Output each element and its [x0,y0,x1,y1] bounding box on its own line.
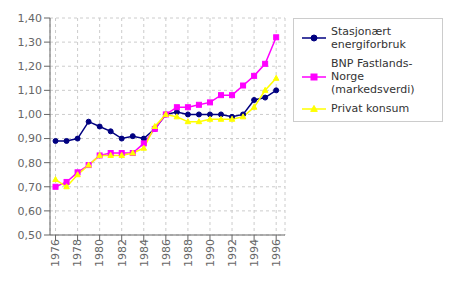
html-text:BNP Fastlands-Norge: BNP Fastlands-Norge [331,57,413,83]
svg-text:1,10: 1,10 [18,84,43,97]
svg-text:0,90: 0,90 [18,132,43,145]
svg-text:1990: 1990 [204,239,217,267]
svg-text:1986: 1986 [160,239,173,267]
html-text:(markedsverdi): (markedsverdi) [331,83,415,96]
svg-text:1976: 1976 [49,239,62,267]
svg-text:1,30: 1,30 [18,36,43,49]
html-text:Privat konsum: Privat konsum [331,102,410,115]
svg-text:1988: 1988 [182,239,195,267]
svg-text:0,50: 0,50 [18,229,43,242]
svg-text:0,80: 0,80 [18,157,43,170]
svg-text:1994: 1994 [248,239,261,267]
svg-text:0,60: 0,60 [18,205,43,218]
svg-text:1,00: 1,00 [18,108,43,121]
svg-text:1,20: 1,20 [18,60,43,73]
svg-text:1980: 1980 [93,239,106,267]
svg-text:1,40: 1,40 [18,12,43,25]
svg-text:1978: 1978 [71,239,84,267]
svg-text:0,70: 0,70 [18,181,43,194]
svg-text:1984: 1984 [138,239,151,267]
html-text:Stasjonært energiforbruk: Stasjonært energiforbruk [331,25,406,51]
svg-text:1996: 1996 [270,239,283,267]
svg-text:1982: 1982 [116,239,129,267]
svg-text:1992: 1992 [226,239,239,267]
